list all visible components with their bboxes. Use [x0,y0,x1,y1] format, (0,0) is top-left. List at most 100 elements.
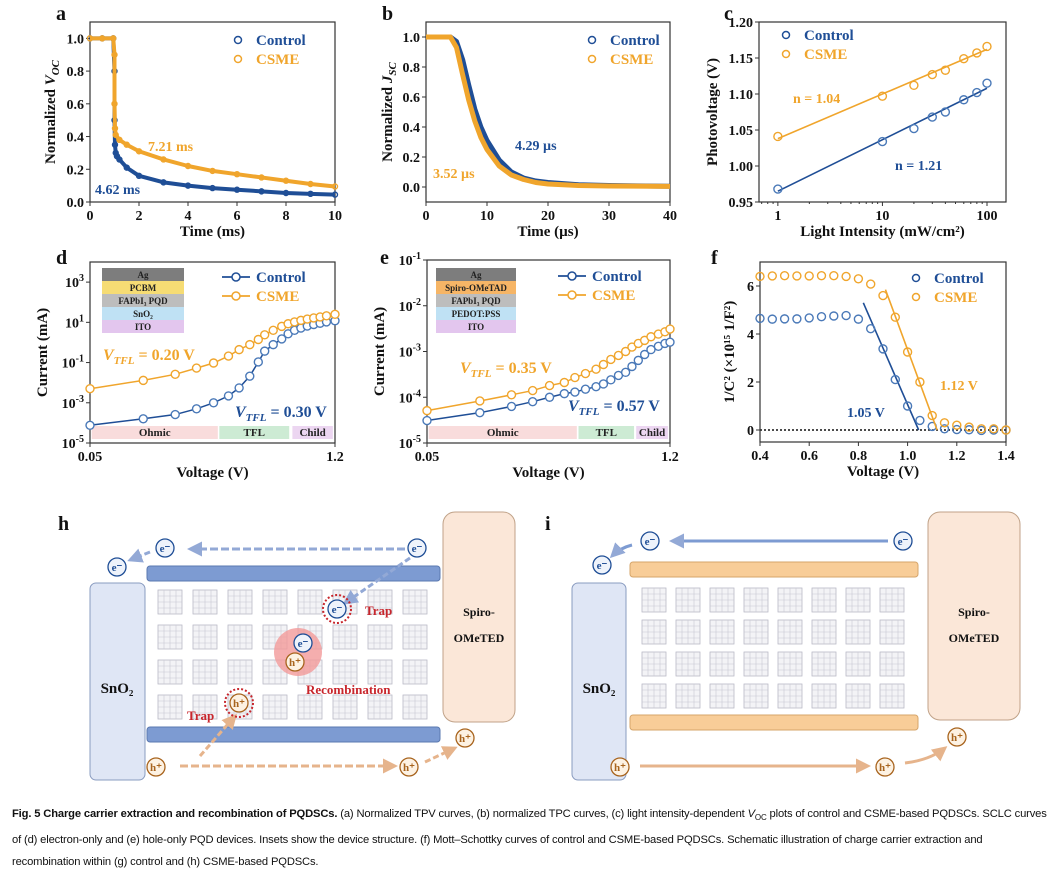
spiro-label-2: OMeTED [949,631,1000,645]
y-tick-label: 101 [65,313,84,331]
caption-text-2: plots of control and CSME-based PQDSCs. … [12,808,1047,869]
quantum-dot [157,659,183,685]
y-tick-exponent: 1 [79,313,84,324]
y-tick-label: 10-4 [399,388,421,406]
data-point [99,35,106,42]
quantum-dot [192,624,218,650]
annotation-var: V [103,347,115,364]
sno2-label: SnO₂ [583,681,616,697]
data-point [927,112,938,122]
inset-layer-label: FAPbI₃ PQD [118,296,168,306]
data-point [773,131,783,142]
plot-frame [89,21,336,203]
carrier-circle [947,727,967,747]
data-point [940,107,951,117]
quantum-dot [262,589,288,615]
y-tick-label: 0.2 [67,163,85,178]
y-tick-label: 1.0 [67,32,85,47]
carrier-label: e⁻ [597,560,608,572]
sno2-layer [89,582,146,781]
data-point [792,314,802,324]
data-point [866,324,876,334]
carrier-label: h⁺ [403,762,415,774]
x-tick-label: 20 [541,209,555,224]
data-point [111,141,119,148]
region-label: Child [639,427,665,439]
carrier-circle [107,557,127,577]
quantum-dot [709,651,735,677]
series-csme [426,34,671,189]
y-tick-label: 2 [747,376,754,391]
electron-icon: e⁻ [893,531,913,551]
data-point [878,344,888,354]
quantum-dot [157,624,183,650]
quantum-dot [367,694,393,720]
quantum-dot [743,683,769,709]
y-tick-exponent: -3 [76,394,84,405]
data-point [816,312,827,322]
quantum-dot [402,624,428,650]
x-tick-label: 1.4 [997,449,1015,464]
x-axis-label: Voltage (V) [847,464,919,480]
data-point [111,100,118,108]
legend-marker [233,54,243,64]
y-tick-exponent: 3 [79,273,84,284]
legend-marker [231,272,241,282]
carrier-label: e⁻ [332,604,343,616]
quantum-dot [332,694,358,720]
x-tick-label: 6 [234,209,241,224]
data-point [620,346,631,357]
y-tick-base: 10 [399,254,413,269]
y-tick-exponent: -4 [413,388,421,399]
inset-layer [436,268,516,281]
inset-layer [436,307,516,320]
y-axis-label-text: Current (mA) [35,308,51,397]
inset-layer [436,294,516,307]
data-point [282,177,290,184]
data-point [639,349,650,360]
data-point [321,311,332,321]
y-tick-base: 10 [65,276,79,291]
bottom-transport-bar [146,726,441,743]
quantum-dot [845,587,871,613]
y-tick-label: 0.6 [67,98,85,113]
x-tick-label: 10 [480,209,494,224]
electron-icon: e⁻ [107,557,127,577]
data-point [223,391,234,401]
data-point [598,359,609,370]
data-point [915,377,925,387]
y-tick-base: 10 [399,437,413,452]
data-point [878,290,888,301]
electron-icon: e⁻ [327,599,347,619]
panel-label: e [380,247,389,269]
inset-layer [436,281,516,294]
y-tick-label: 1.00 [729,160,754,175]
y-tick-base: 10 [62,397,76,412]
hole-icon: h⁺ [399,757,419,777]
inset-layer [102,320,184,333]
y-tick-label: 0.0 [403,181,421,196]
quantum-dot [367,659,393,685]
y-tick-label: 0.0 [67,196,85,211]
quantum-dot [743,619,769,645]
data-point [138,414,148,424]
x-axis-label: Time (ms) [180,224,245,240]
y-tick-base: 10 [399,391,413,406]
data-point [606,375,616,385]
annotation: 7.21 ms [148,140,194,155]
data-point [927,410,937,421]
carrier-circle [893,531,913,551]
data-point [170,369,180,380]
data-point [959,95,969,105]
y-axis-label: Normalized JSC [380,61,399,161]
region-band [91,426,218,439]
x-tick-label: 0 [423,209,430,224]
hole-path-arrow [424,746,458,764]
region-band [578,426,635,439]
data-point [982,78,992,88]
region-label: TFL [596,427,617,439]
x-tick-label: 0.05 [415,450,440,465]
data-point [208,358,219,368]
quantum-dot [157,694,183,720]
data-point [627,361,637,372]
